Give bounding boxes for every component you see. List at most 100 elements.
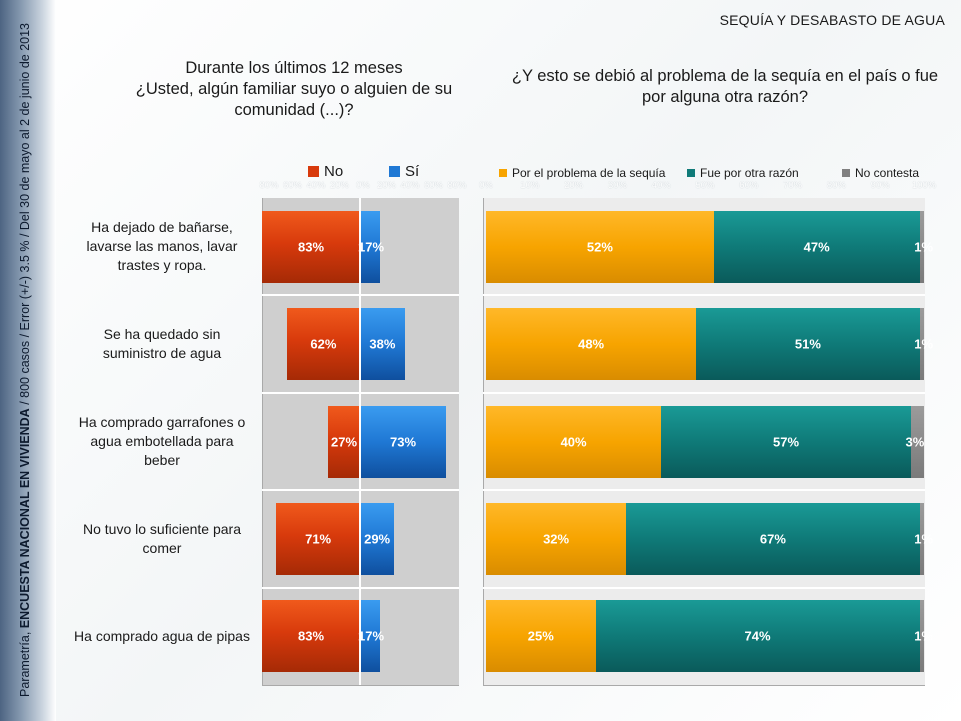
bar-no-contesta [910, 405, 924, 478]
right-question: ¿Y esto se debió al problema de la sequí… [490, 66, 960, 108]
bar-otra-razon [696, 308, 920, 381]
left-question-line: comunidad (...)? [234, 101, 354, 119]
value-label-otra: 57% [773, 434, 800, 449]
bar-no [286, 308, 360, 381]
legend-swatch-no [308, 166, 319, 177]
legend-label-sequia: Por el problema de la sequía [512, 166, 666, 180]
axis-tick-left: 60% [282, 180, 303, 191]
bar-no [328, 405, 360, 478]
survey-caption: Parametría, ENCUESTA NACIONAL EN VIVIEND… [18, 0, 38, 720]
legend-label-nc: No contesta [855, 166, 920, 180]
bar-otra-razon [595, 600, 920, 673]
caption-prefix: Parametría, [18, 628, 32, 697]
category-label-line: trastes y ropa. [117, 257, 207, 274]
category-label-line: comer [142, 539, 182, 556]
legend-swatch-si [389, 166, 400, 177]
right-legend-sequia: Por el problema de la sequía [499, 166, 665, 180]
axis-tick-right: 10% [520, 180, 540, 191]
bar-si [360, 210, 381, 283]
bar-si [360, 405, 447, 478]
value-label-sequia: 32% [543, 531, 570, 547]
bar-si [360, 502, 395, 575]
axis-tick-left: 40% [400, 180, 420, 191]
bar-sequia [486, 405, 662, 478]
category-label-line: beber [144, 452, 180, 468]
left-question-line: ¿Usted, algún familiar suyo o alguien de… [135, 80, 453, 98]
value-label-otra: 74% [744, 628, 771, 644]
bar-sequia [486, 600, 596, 673]
sidebar-band: Parametría, ENCUESTA NACIONAL EN VIVIEND… [0, 0, 56, 721]
axis-tick-left: 0% [356, 180, 370, 191]
axis-tick-left: 20% [376, 180, 397, 191]
caption-survey-name: ENCUESTA NACIONAL EN VIVIENDA [18, 408, 32, 629]
value-label-no: 71% [305, 531, 332, 547]
value-label-otra: 67% [759, 531, 786, 547]
value-label-si: 29% [364, 531, 391, 547]
axis-tick-right: 60% [739, 180, 759, 191]
bar-no-contesta [919, 600, 924, 673]
category-label-line: Ha comprado garrafones o [78, 414, 246, 430]
legend-swatch-nc [842, 169, 850, 177]
value-label-sequia: 40% [560, 434, 587, 449]
legend-label-si: Sí [405, 163, 420, 180]
value-label-si: 73% [390, 434, 417, 449]
axis-tick-right: 0% [479, 180, 493, 191]
left-legend-no: No [308, 163, 343, 180]
section-title: SEQUÍA Y DESABASTO DE AGUA [719, 12, 945, 28]
value-label-no: 62% [310, 336, 337, 352]
bar-sequia [486, 308, 697, 381]
axis-tick-left: 20% [329, 180, 350, 191]
bar-otra-razon [661, 405, 911, 478]
axis-tick-left: 80% [259, 180, 279, 191]
value-label-si: 17% [357, 628, 385, 644]
legend-label-otra: Fue por otra razón [700, 166, 799, 180]
right-question-line: ¿Y esto se debió al problema de la sequí… [511, 67, 939, 85]
category-label-line: Se ha quedado sin [103, 326, 221, 343]
axis-tick-right: 80% [826, 180, 846, 191]
axis-tick-left: 40% [306, 180, 326, 191]
axis-tick-right: 100% [911, 180, 937, 191]
axis-tick-left: 60% [423, 180, 444, 191]
row-separator [483, 586, 925, 589]
category-label-line: No tuvo lo suficiente para [83, 520, 241, 537]
axis-tick-right: 90% [870, 180, 890, 191]
axis-tick-right: 40% [651, 180, 671, 191]
value-label-sequia: 52% [586, 239, 613, 255]
left-question: Durante los últimos 12 meses ¿Usted, alg… [104, 58, 484, 121]
value-label-no: 83% [298, 628, 325, 644]
value-label-sequia: 48% [578, 336, 605, 352]
value-label-nc: 1% [914, 628, 934, 644]
legend-label-no: No [324, 163, 344, 180]
bar-no-contesta [919, 502, 924, 575]
bar-no-contesta [919, 308, 924, 381]
right-legend-nc: No contesta [842, 166, 919, 180]
category-label-line: suministro de agua [102, 345, 222, 362]
left-legend-si: Sí [389, 163, 419, 180]
legend-swatch-sequia [499, 169, 507, 177]
bar-no [262, 600, 360, 673]
value-label-otra: 47% [803, 239, 830, 255]
value-label-nc: 1% [914, 531, 934, 547]
axis-tick-right: 70% [783, 180, 803, 191]
row-separator [483, 489, 925, 492]
legend-swatch-otra [687, 169, 695, 177]
row-separator [483, 391, 925, 394]
axis-tick-right: 20% [564, 180, 584, 191]
category-label-line: Ha comprado agua de pipas [74, 627, 250, 644]
bar-otra-razon [626, 502, 920, 575]
axis-tick-right: 50% [695, 180, 715, 191]
caption-details: / 800 casos / Error (+/-) 3.5 % / Del 30… [18, 23, 32, 409]
bar-sequia [486, 210, 714, 283]
category-label-line: Ha dejado de bañarse, [91, 219, 233, 236]
value-label-nc: 1% [914, 239, 934, 255]
value-label-no: 27% [331, 434, 358, 449]
right-legend-otra: Fue por otra razón [687, 166, 799, 180]
axis-tick-left: 80% [447, 180, 467, 191]
category-label-line: lavarse las manos, lavar [86, 238, 238, 255]
value-label-no: 83% [298, 239, 325, 255]
bar-sequia [486, 502, 627, 575]
right-question-line: por alguna otra razón? [641, 88, 809, 106]
bar-si [360, 308, 405, 381]
value-label-si: 38% [369, 336, 396, 352]
left-question-line: Durante los últimos 12 meses [185, 59, 403, 77]
